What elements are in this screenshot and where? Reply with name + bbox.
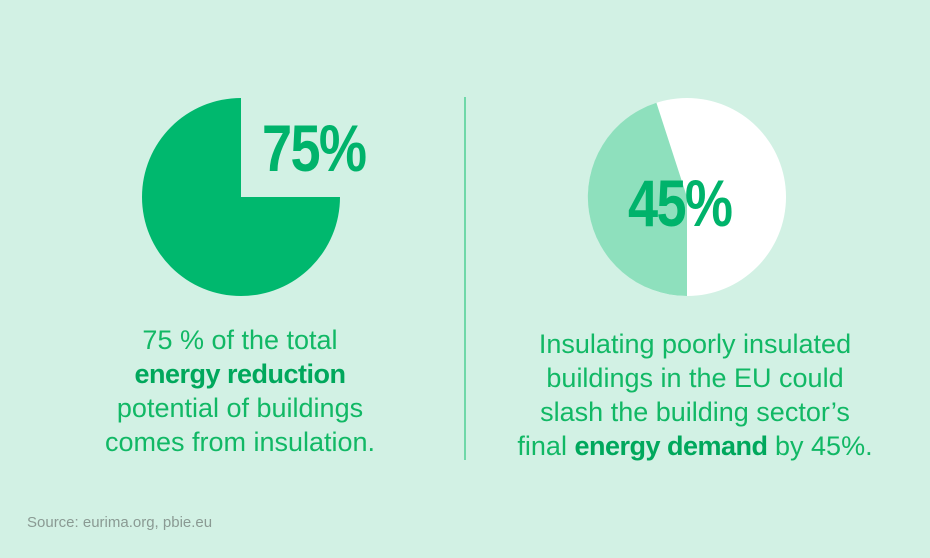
right-caption-line3: slash the building sector’s — [540, 397, 850, 427]
right-caption-line2: buildings in the EU could — [546, 363, 844, 393]
percent-45-label: 45% — [628, 166, 733, 240]
left-caption-line3: potential of buildings — [116, 393, 364, 423]
left-caption-line1: 75 % of the total — [142, 325, 338, 355]
left-caption-line4: comes from insulation. — [104, 427, 376, 457]
left-caption: 75 % of the total energy reduction poten… — [60, 323, 420, 459]
right-caption-line4-pre: final — [517, 431, 575, 461]
right-caption-line4-post: by 45%. — [767, 431, 873, 461]
pie-chart-75 — [142, 98, 340, 296]
percent-75-label: 75% — [262, 111, 367, 185]
pie-chart-45 — [587, 98, 786, 297]
right-caption-line1: Insulating poorly insulated — [538, 329, 852, 359]
divider — [464, 97, 466, 460]
source-note: Source: eurima.org, pbie.eu — [27, 514, 213, 531]
pie-slice-75 — [142, 98, 340, 296]
pie-slice-45 — [587, 102, 687, 297]
right-caption-bold: energy demand — [574, 431, 768, 461]
right-caption: Insulating poorly insulated buildings in… — [500, 327, 890, 463]
left-caption-bold: energy reduction — [134, 359, 346, 389]
